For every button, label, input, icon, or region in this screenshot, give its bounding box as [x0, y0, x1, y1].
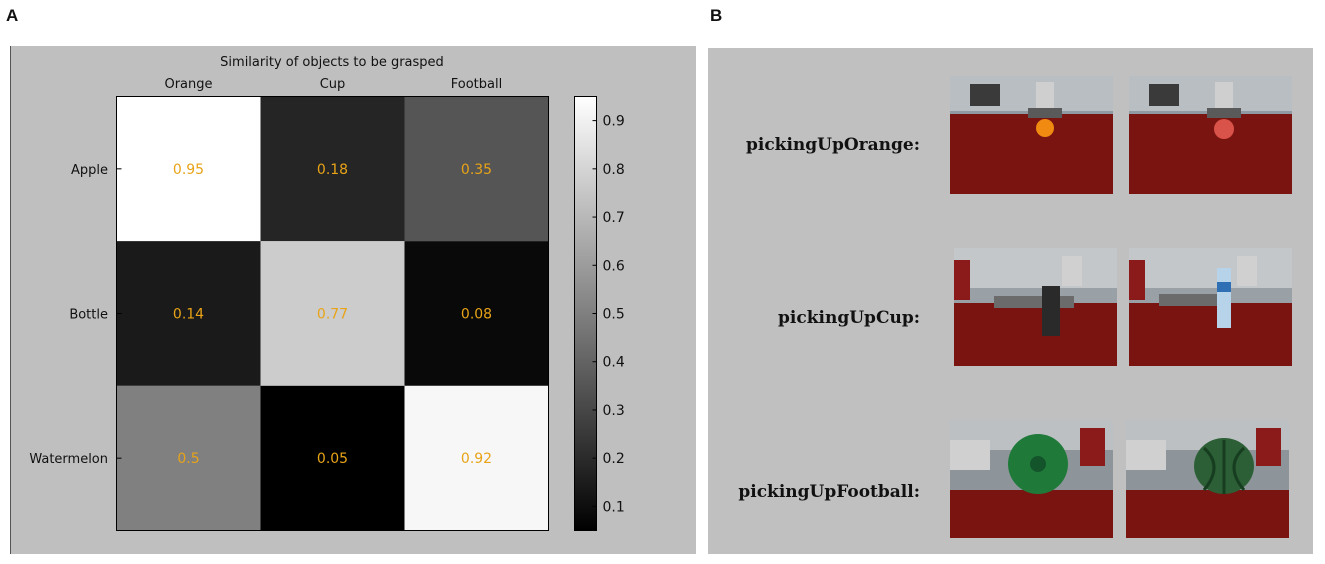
heatmap-value-label: 0.18 [317, 162, 348, 178]
heatmap-cell-bottle-cup [260, 241, 405, 386]
heatmap-frame [116, 96, 549, 531]
heatmap-value-label: 0.35 [461, 162, 492, 178]
robot-grasp-football-image [950, 420, 1113, 538]
row-label-picking-up-cup: pickingUpCup: [778, 308, 920, 328]
colorbar-tick-label: 0.5 [603, 307, 625, 323]
heatmap-value-label: 0.5 [177, 451, 199, 467]
heatmap-cell-watermelon-cup [260, 385, 405, 531]
row-label-apple: Apple [71, 163, 108, 178]
heatmap-cell-apple-orange [116, 96, 261, 242]
heatmap-cell-watermelon-orange [116, 385, 261, 531]
heatmap-value-label: 0.92 [461, 451, 492, 467]
colorbar-tick-label: 0.4 [603, 355, 625, 371]
panel-a-letter: A [6, 6, 19, 25]
photo-orange-grasp [950, 76, 1113, 194]
heatmap-value-label: 0.05 [317, 451, 348, 467]
heatmap-cell-apple-football [404, 96, 549, 242]
row-label-picking-up-football: pickingUpFootball: [738, 482, 920, 502]
heatmap-cell-watermelon-football [404, 385, 549, 531]
photo-apple-grasp [1129, 76, 1292, 194]
heatmap-row-labels: Apple Bottle Watermelon [29, 163, 122, 467]
heatmap-value-label: 0.08 [461, 307, 492, 323]
heatmap-cell-labels: 0.95 0.18 0.35 0.14 0.77 0.08 0.5 0.05 0.92 [173, 162, 492, 467]
panel-b-letter: B [710, 6, 723, 25]
heatmap-title: Similarity of objects to be grasped [220, 55, 444, 70]
colorbar-tick-label: 0.6 [603, 258, 625, 274]
colorbar-tick-label: 0.8 [603, 162, 625, 178]
colorbar-tick-label: 0.1 [603, 499, 625, 515]
row-label-picking-up-orange: pickingUpOrange: [745, 135, 920, 155]
similarity-heatmap-figure: Similarity of objects to be grasped 0.95… [10, 46, 696, 554]
colorbar-ticks: 0.9 0.8 0.7 0.6 0.5 0.4 0.3 0.2 0.1 [592, 114, 625, 515]
robot-grasp-cup-image [954, 248, 1117, 366]
heatmap-cell-bottle-football [404, 241, 549, 386]
colorbar-tick-label: 0.3 [603, 403, 625, 419]
photo-football-grasp [950, 420, 1113, 538]
colorbar-tick-label: 0.9 [603, 114, 625, 130]
heatmap-column-labels: Orange Cup Football [164, 77, 502, 92]
colorbar-tick-label: 0.2 [603, 451, 625, 467]
heatmap-cell-apple-cup [260, 96, 405, 242]
robot-grasp-apple-image [1129, 76, 1292, 194]
heatmap-value-label: 0.95 [173, 162, 204, 178]
colorbar-tick-label: 0.7 [603, 210, 625, 226]
heatmap-cell-bottle-orange [116, 241, 261, 386]
photo-bottle-grasp [1129, 248, 1292, 366]
robot-grasp-bottle-image [1129, 248, 1292, 366]
robot-grasp-watermelon-image [1126, 420, 1289, 538]
heatmap-cells [116, 96, 549, 531]
row-label-watermelon: Watermelon [29, 452, 108, 467]
heatmap-value-label: 0.77 [317, 307, 348, 323]
photo-panel: pickingUpOrange: pickingUpCup: pickingUp… [708, 48, 1313, 554]
photo-cup-grasp [954, 248, 1117, 366]
row-label-bottle: Bottle [69, 308, 108, 323]
photo-watermelon-grasp [1126, 420, 1289, 538]
column-label-orange: Orange [164, 77, 212, 92]
column-label-cup: Cup [320, 77, 346, 92]
column-label-football: Football [451, 77, 502, 92]
robot-grasp-orange-image [950, 76, 1113, 194]
heatmap-value-label: 0.14 [173, 307, 204, 323]
